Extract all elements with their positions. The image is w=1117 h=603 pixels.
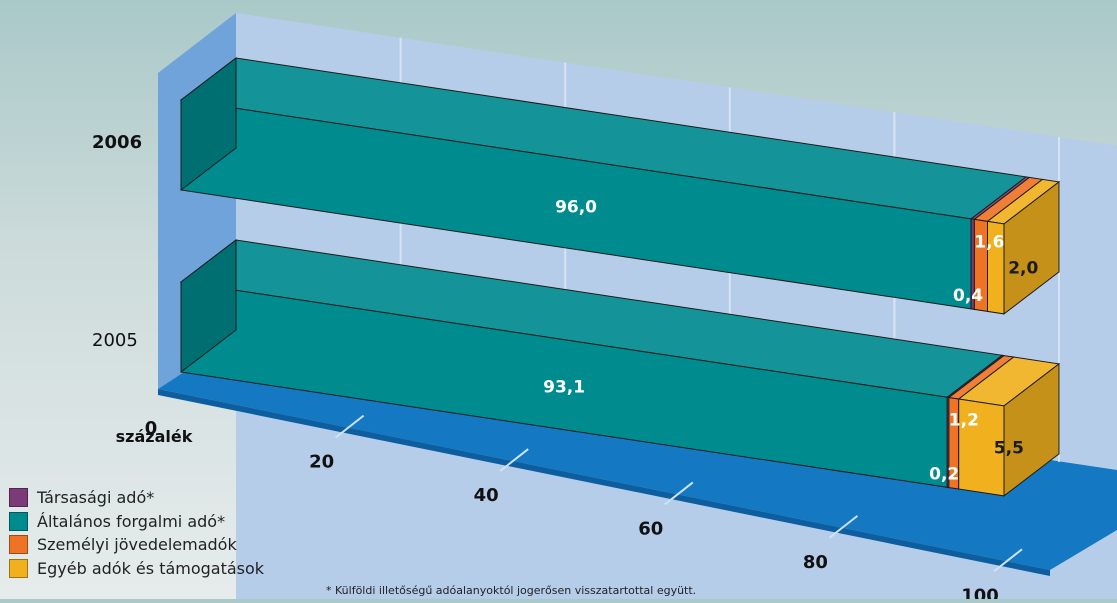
legend-item: Általános forgalmi adó* <box>9 510 264 534</box>
legend-swatch <box>9 535 28 555</box>
bar-start-face <box>180 238 237 374</box>
bar-end-face <box>1003 362 1060 497</box>
data-label: 0,4 <box>953 286 983 306</box>
tick-label: 0 <box>145 418 158 439</box>
data-label: 96,0 <box>555 197 597 217</box>
legend-swatch <box>9 488 28 508</box>
category-label: 2006 <box>92 132 142 153</box>
tick-mark <box>828 515 859 539</box>
footnote: * Külföldi illetőségű adóalanyoktól joge… <box>326 584 697 597</box>
data-label: 0,2 <box>929 464 959 484</box>
tick-mark <box>993 548 1023 573</box>
tick-label: 40 <box>474 485 499 506</box>
tick-label: 80 <box>803 552 828 573</box>
legend-swatch <box>9 558 28 578</box>
data-label: 1,2 <box>949 411 979 431</box>
floor-edge <box>158 389 1050 576</box>
tick-mark <box>499 448 529 472</box>
axis-label: százalék <box>116 427 193 446</box>
data-label: 93,1 <box>543 378 585 398</box>
data-label: 2,0 <box>1008 259 1038 279</box>
legend-swatch <box>9 511 28 531</box>
tick-label: 20 <box>309 452 334 473</box>
category-label: 2005 <box>92 330 138 351</box>
legend: Társasági adó* Általános forgalmi adó* S… <box>9 486 264 580</box>
legend-item: Társasági adó* <box>9 486 264 510</box>
tick-mark <box>334 414 365 439</box>
data-label: 1,6 <box>974 232 1004 252</box>
legend-label: Egyéb adók és támogatások <box>37 558 265 578</box>
legend-item: Személyi jövedelemadók <box>9 533 264 557</box>
tick-label: 100 <box>961 585 999 599</box>
legend-label: Általános forgalmi adó* <box>37 511 226 531</box>
legend-item: Egyéb adók és támogatások <box>9 557 264 581</box>
tick-mark <box>664 481 694 506</box>
data-label: 5,5 <box>994 438 1024 458</box>
bar-end-face <box>1003 180 1060 315</box>
bar-start-face <box>180 56 237 192</box>
tick-label: 60 <box>638 518 663 539</box>
legend-label: Társasági adó* <box>37 488 155 508</box>
legend-label: Személyi jövedelemadók <box>37 535 237 555</box>
